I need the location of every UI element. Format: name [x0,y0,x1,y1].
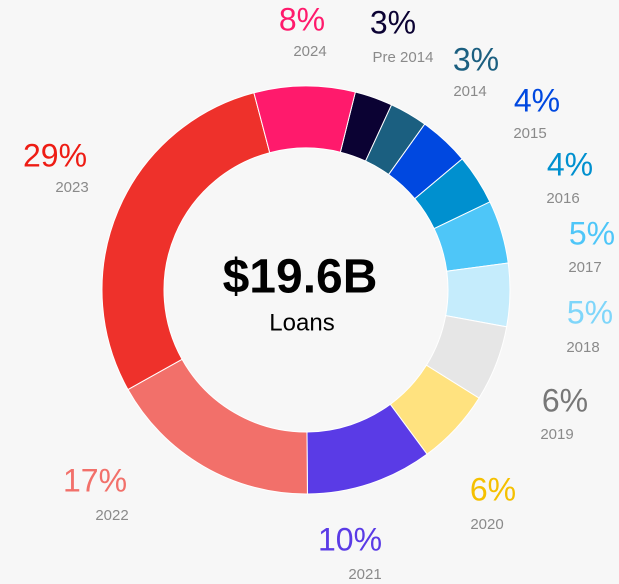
category-label: 2020 [470,516,503,533]
category-label: 2018 [566,339,599,356]
value-label: 3% [453,41,499,77]
center-value: $19.6B [223,251,378,304]
slice [101,92,271,391]
category-label: 2024 [293,43,326,60]
category-label: 2019 [540,426,573,443]
value-label: 4% [547,146,593,182]
value-label: 6% [470,471,516,507]
value-label: 5% [569,215,615,251]
category-label: 2016 [546,190,579,207]
slices [101,85,511,495]
category-label: 2023 [55,179,88,196]
value-label: 8% [279,1,325,37]
value-label: 5% [567,294,613,330]
category-label: 2021 [348,566,381,583]
category-label: Pre 2014 [373,49,434,66]
value-label: 17% [63,462,127,498]
category-label: 2022 [95,507,128,524]
value-label: 3% [370,4,416,40]
slice [253,85,356,154]
value-label: 29% [23,137,87,173]
category-label: 2015 [513,125,546,142]
category-label: 2017 [568,259,601,276]
value-label: 4% [514,82,560,118]
category-label: 2014 [453,83,486,100]
value-label: 6% [542,382,588,418]
center-label: Loans [269,309,334,336]
value-label: 10% [318,521,382,557]
